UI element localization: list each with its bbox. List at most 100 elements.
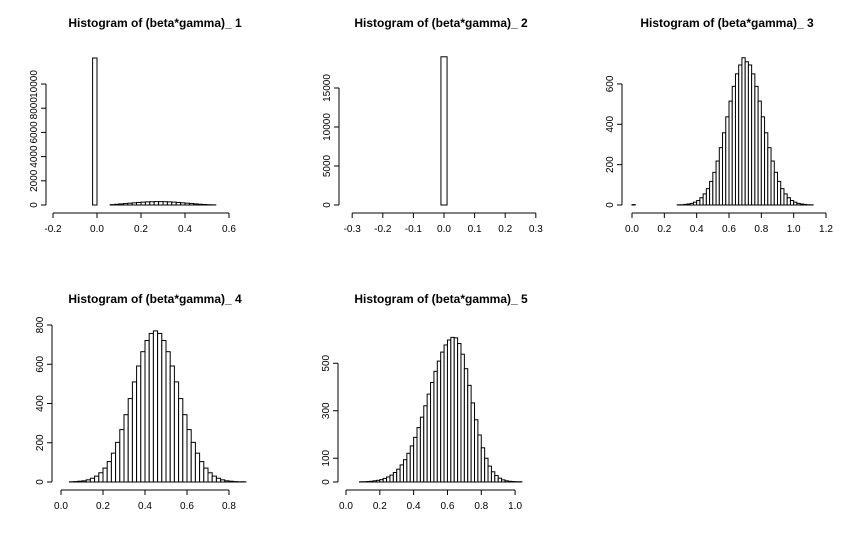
bar [115,204,119,205]
bar [495,476,498,482]
y-tick-label: 5000 [322,154,333,177]
bar [464,369,467,482]
x-tick-label: 0.0 [625,224,639,235]
bar [191,442,195,482]
bar [120,430,124,482]
bar [124,415,128,482]
bar [111,453,115,482]
bar [149,333,153,482]
bar [420,417,423,482]
bar [198,204,202,205]
bar [187,430,191,482]
bar [194,204,198,205]
y-tick-label: 500 [321,354,332,371]
bar [172,202,176,205]
x-tick-label: 0.2 [498,224,512,235]
bar [103,468,107,482]
bar [153,331,157,482]
bar [137,366,141,482]
bar [195,453,199,482]
bar [380,480,383,482]
bar [159,202,163,205]
bar [128,399,132,482]
bar [208,473,212,482]
x-tick-label: 0.4 [138,501,152,512]
y-tick-label: 4000 [29,145,40,168]
bar [431,382,434,482]
bar [107,462,111,482]
bar [166,352,170,482]
bar [229,481,233,482]
x-tick-label: -0.1 [405,224,423,235]
x-tick-label: 0.8 [474,501,488,512]
bar [150,202,154,205]
bar [141,352,145,482]
bar [441,352,444,482]
x-tick-label: 0.2 [657,224,671,235]
x-tick-label: 0.3 [529,224,543,235]
x-tick-label: 0.1 [468,224,482,235]
y-tick-label: 600 [605,75,616,92]
x-tick-label: 0.8 [754,224,768,235]
y-tick-label: 0 [322,202,333,208]
x-tick-label: 0.6 [441,501,455,512]
y-tick-label: 300 [321,402,332,419]
bar [145,202,149,205]
x-tick-label: 0.2 [373,501,387,512]
x-tick-label: 1.0 [787,224,801,235]
bar [90,478,94,482]
bar [221,480,225,482]
bar [216,478,220,482]
x-tick-label: -0.2 [374,224,392,235]
bar [141,202,145,205]
x-tick-label: 1.0 [508,501,522,512]
bar [390,475,393,482]
chart-title: Histogram of (beta*gamma)_ 3 [640,16,814,30]
bar [204,468,208,482]
bar [508,481,511,482]
y-tick-label: 0 [35,479,46,485]
bar [434,371,437,482]
chart-title: Histogram of (beta*gamma)_ 1 [68,16,242,30]
bar [99,473,103,482]
bar [225,481,229,482]
y-tick-label: 800 [35,316,46,333]
x-tick-label: -0.2 [44,224,62,235]
bar [387,477,390,482]
bar [93,58,97,205]
bar [116,442,120,482]
x-tick-label: 0.4 [690,224,704,235]
y-tick-label: 400 [605,116,616,133]
y-tick-label: 200 [605,156,616,173]
x-tick-label: 0.6 [180,501,194,512]
bar [181,203,185,205]
bar [505,481,508,482]
x-tick-label: 0.0 [437,224,451,235]
bar [441,57,447,205]
bar [471,403,474,482]
y-tick-label: 6000 [29,121,40,144]
bar [183,415,187,482]
x-tick-label: 1.2 [819,224,833,235]
bar [458,344,461,482]
y-tick-label: 10000 [29,70,40,98]
chart-title: Histogram of (beta*gamma)_ 4 [68,292,242,306]
bar [424,406,427,482]
bar [200,462,204,482]
bar [451,337,454,482]
bar [373,481,376,482]
x-tick-label: 0.4 [178,224,192,235]
y-tick-label: 0 [29,202,40,208]
y-tick-label: 200 [35,434,46,451]
bar [162,341,166,482]
bar [488,466,491,482]
bar [481,448,484,482]
x-tick-label: 0.2 [96,501,110,512]
y-tick-label: 600 [35,355,46,372]
bar [491,472,494,482]
bar [468,385,471,482]
bar [78,481,82,482]
bar [132,382,136,482]
